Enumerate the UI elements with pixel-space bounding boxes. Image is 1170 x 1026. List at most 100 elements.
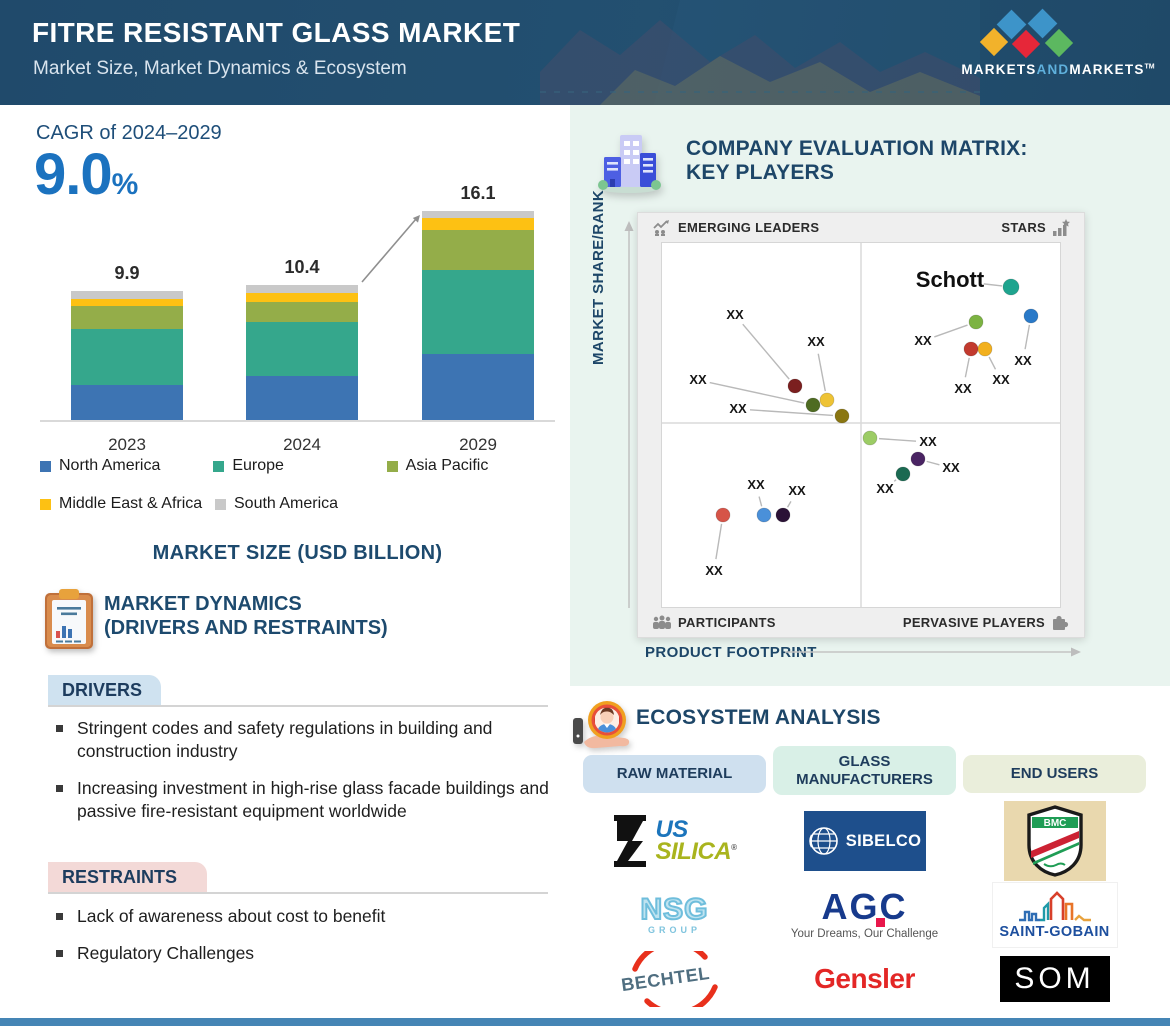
bar-segment-south-america — [71, 291, 183, 299]
bar-segment-south-america — [246, 285, 358, 293]
quadrant-label-pervasive-players: PERVASIVE PLAYERS — [902, 614, 1045, 630]
company-label-anonymous: XX — [876, 481, 894, 496]
quadrant-label-participants: PARTICIPANTS — [678, 614, 776, 630]
company-label-anonymous: XX — [788, 483, 806, 498]
x-axis-arrow — [785, 647, 1081, 657]
matrix-top-labels: EMERGING LEADERS STARS — [638, 213, 1084, 242]
emerging-leaders-icon — [652, 219, 672, 236]
buildings-icon — [596, 129, 662, 200]
logo-sibelco: SIBELCO — [773, 800, 956, 882]
puzzle-icon — [1051, 614, 1070, 631]
legend-swatch — [386, 460, 398, 472]
bar-segment-asia-pacific — [422, 230, 534, 270]
company-label-anonymous: XX — [992, 372, 1010, 387]
bar-total-label: 10.4 — [284, 257, 320, 277]
company-label-anonymous: XX — [747, 477, 765, 492]
callout-line — [786, 501, 792, 508]
callout-line — [1024, 324, 1031, 350]
company-dot — [715, 507, 731, 523]
market-size-bar-chart: 9.9 10.4 16.1 — [40, 182, 555, 422]
legend-item-europe: Europe — [213, 457, 386, 475]
company-dot — [787, 378, 803, 394]
page-subtitle: Market Size, Market Dynamics & Ecosystem — [33, 58, 407, 79]
bar-category-label: 2029 — [459, 435, 497, 454]
logo-bmc: BMC — [963, 800, 1146, 882]
bar-segment-europe — [71, 329, 183, 385]
callout-line — [878, 437, 917, 442]
company-matrix-panel: COMPANY EVALUATION MATRIX: KEY PLAYERS M… — [570, 105, 1170, 686]
participants-icon — [652, 615, 672, 630]
drivers-tab: DRIVERS — [48, 675, 161, 705]
legend-swatch — [40, 498, 51, 510]
callout-line — [926, 460, 940, 466]
company-dot — [1023, 308, 1039, 324]
clipboard-chart-icon — [44, 587, 94, 656]
market-size-title: MARKET SIZE (USD BILLION) — [152, 542, 443, 564]
matrix-bottom-labels: PARTICIPANTS PERVASIVE PLAYERS — [638, 607, 1084, 637]
hourglass-icon — [614, 815, 647, 867]
eco-tab-raw-material: RAW MATERIAL — [583, 755, 766, 793]
stars-bars-icon — [1052, 219, 1070, 236]
bmc-shield-icon: BMC — [1026, 805, 1083, 877]
bar-segment-middle-east-africa — [422, 218, 534, 230]
logo-gensler: Gensler — [814, 963, 915, 994]
footer-accent-bar — [0, 1018, 1170, 1026]
bar-segment-asia-pacific — [71, 306, 183, 329]
quadrant-label-stars: STARS — [1001, 220, 1046, 235]
company-dot — [819, 392, 835, 408]
bar-segment-europe — [246, 322, 358, 376]
company-label-anonymous: XX — [942, 460, 960, 475]
callout-line — [964, 357, 970, 378]
bar-segment-asia-pacific — [246, 302, 358, 322]
x-axis-label: PRODUCT FOOTPRINT — [645, 644, 817, 661]
matrix-scatter: XX XX XX XX Schott XX XX XX XX XX XX XX XX XX XX — [662, 243, 1060, 607]
company-dot — [895, 466, 911, 482]
y-axis-label: MARKET SHARE/RANK — [590, 189, 607, 365]
company-dot — [963, 341, 979, 357]
eco-tab-glass-manufacturers: GLASS MANUFACTURERS — [773, 746, 956, 795]
company-label-anonymous: XX — [689, 372, 707, 387]
bar-segment-middle-east-africa — [246, 293, 358, 302]
company-label-anonymous: XX — [919, 434, 937, 449]
company-dot — [910, 451, 926, 467]
company-dot — [862, 430, 878, 446]
drivers-divider — [48, 705, 548, 707]
page-title: FITRE RESISTANT GLASS MARKET — [32, 17, 521, 48]
company-dot — [1002, 278, 1020, 296]
bar-segment-middle-east-africa — [71, 299, 183, 306]
saint-gobain-skyline-icon — [1018, 890, 1091, 921]
company-dot — [834, 408, 850, 424]
marketsandmarkets-logo: MARKETSANDMARKETSTM — [940, 0, 1170, 105]
globe-icon — [809, 827, 838, 855]
legend-swatch — [215, 498, 226, 510]
callout-line — [709, 381, 805, 404]
callout-line — [988, 356, 997, 370]
callout-line — [934, 324, 968, 338]
legend-swatch — [40, 460, 51, 472]
agc-red-chip — [876, 917, 886, 927]
company-label-anonymous: XX — [914, 333, 932, 348]
market-dynamics-title: MARKET DYNAMICS (DRIVERS AND RESTRAINTS) — [104, 593, 388, 639]
logo-agc: AGC Your Dreams, Our Challenge — [790, 886, 939, 940]
legend-item-asia-pacific: Asia Pacific — [386, 457, 560, 475]
logo-us-silica: US SILICA® — [583, 800, 766, 882]
company-dot — [775, 507, 791, 523]
restraint-item: Lack of awareness about cost to benefit — [50, 905, 555, 928]
callout-line — [893, 479, 897, 482]
matrix-plot-area: XX XX XX XX Schott XX XX XX XX XX XX XX XX XX XX — [661, 242, 1061, 608]
driver-item: Increasing investment in high-rise glass… — [50, 777, 555, 823]
logo-bechtel: BECHTEL — [583, 940, 766, 1016]
eco-tab-end-users: END USERS — [963, 755, 1146, 793]
restraints-divider — [48, 892, 548, 894]
bar-category-label: 2023 — [108, 435, 146, 454]
logo-saint-gobain: SAINT-GOBAIN — [963, 882, 1146, 948]
callout-line — [715, 523, 723, 560]
chart-legend: North America Europe Asia Pacific Middle Ea… — [40, 457, 560, 533]
y-axis-arrow — [624, 221, 634, 608]
company-label-anonymous: XX — [729, 401, 747, 416]
brand-wordmark: MARKETSANDMARKETSTM — [961, 62, 1155, 77]
callout-line — [983, 283, 1003, 287]
matrix-title: COMPANY EVALUATION MATRIX: KEY PLAYERS — [686, 137, 1028, 184]
bar-category-label: 2024 — [283, 435, 321, 454]
